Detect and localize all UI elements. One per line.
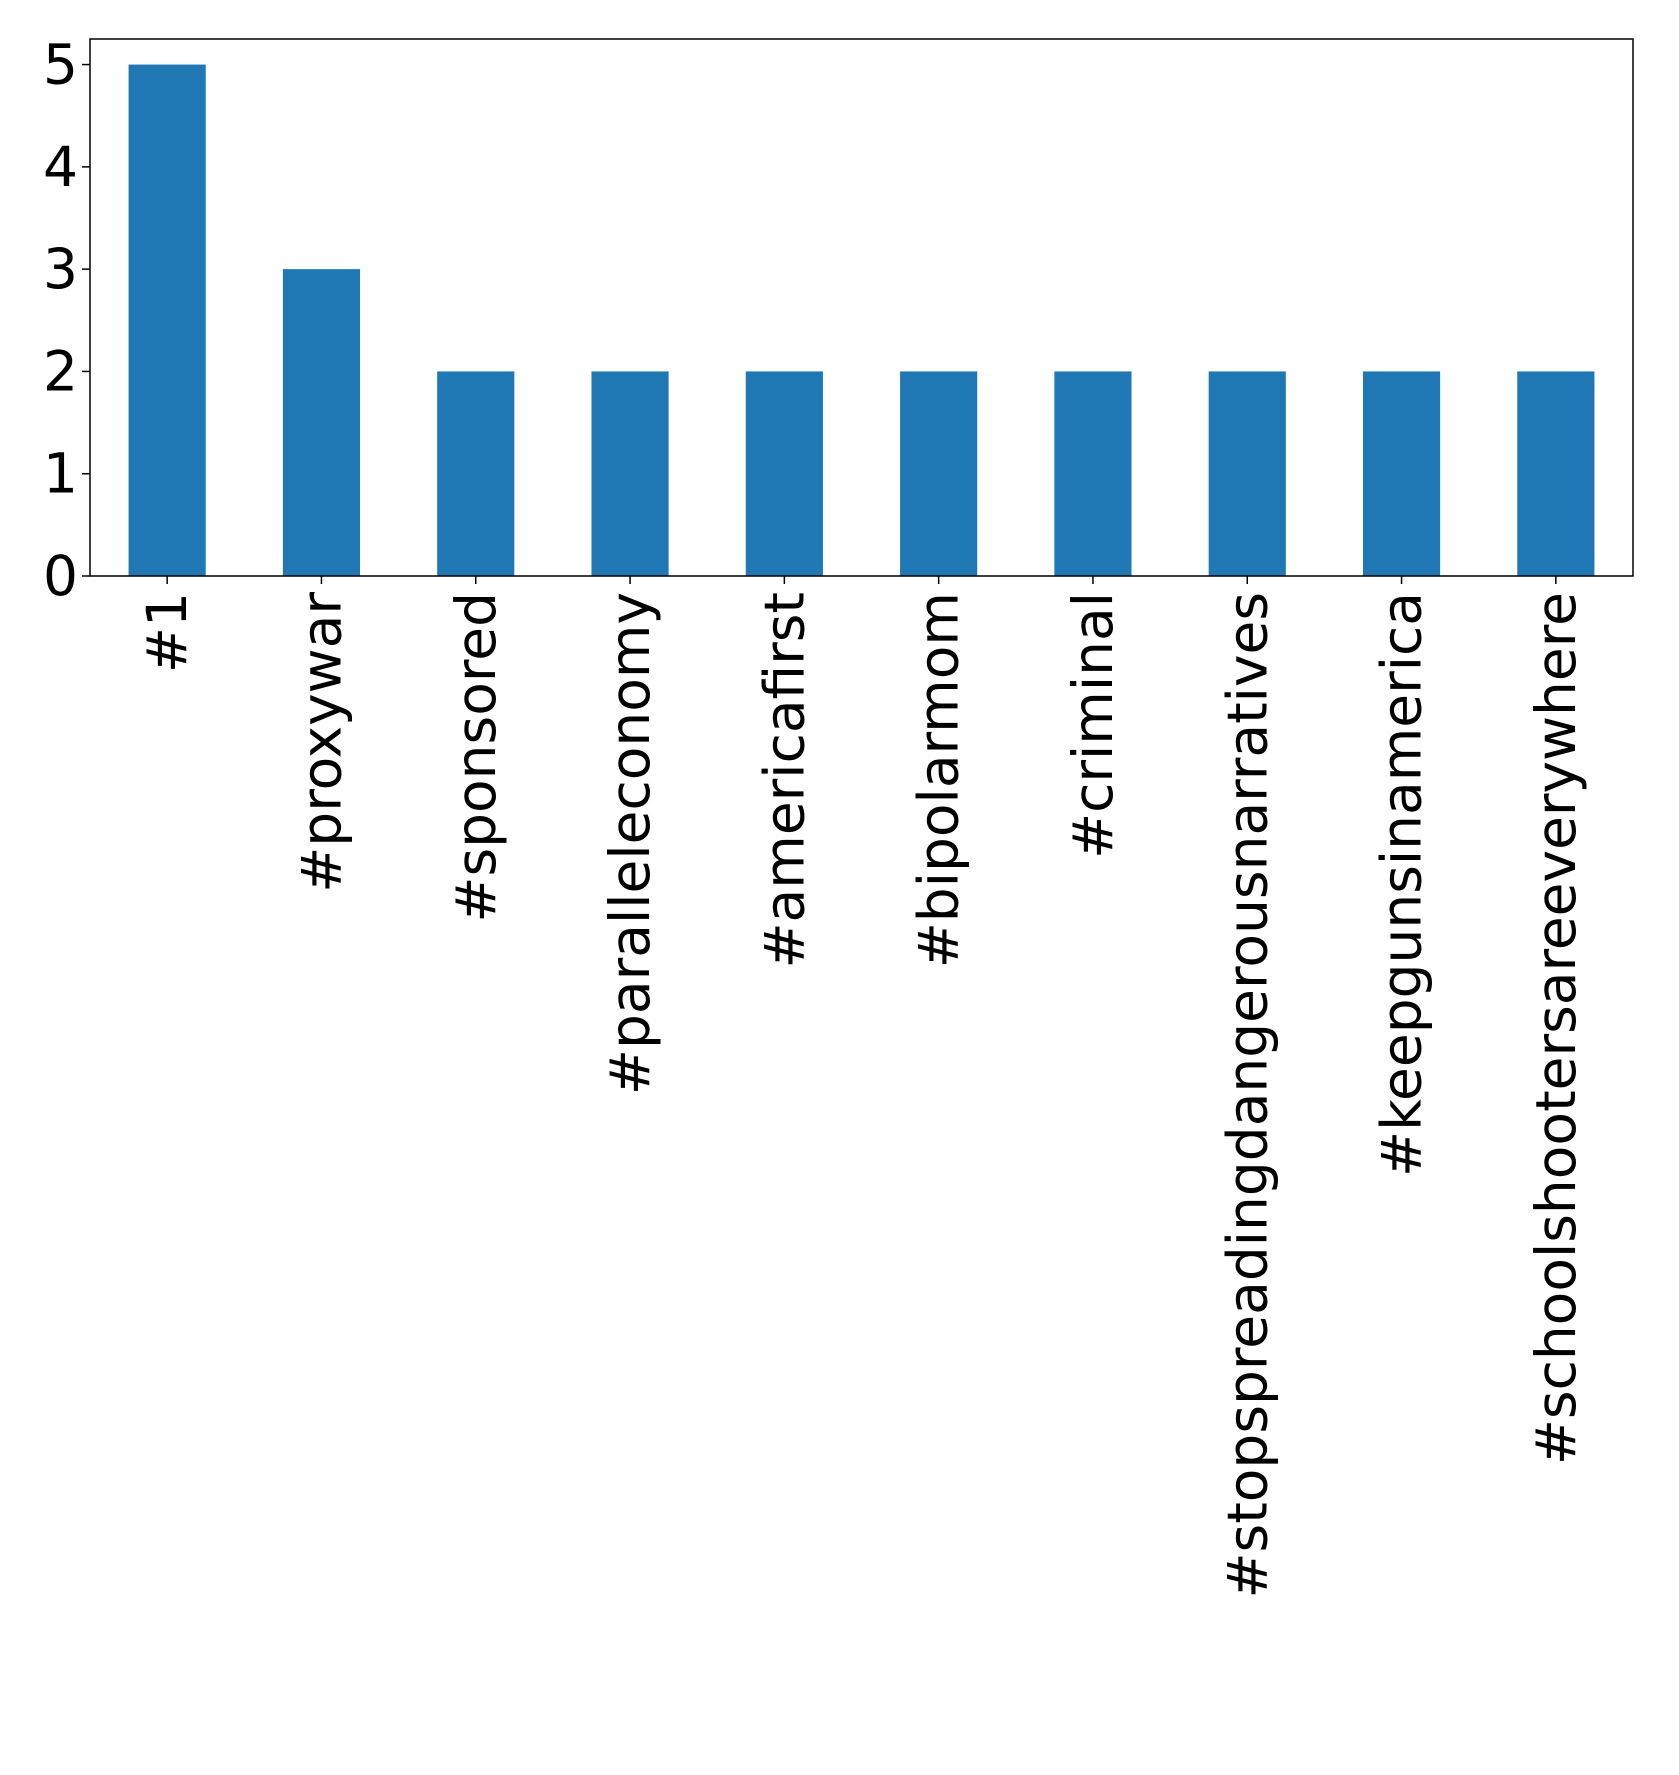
- x-tick-label: #americafirst: [752, 592, 816, 969]
- bar: [1517, 371, 1595, 576]
- bar: [1054, 371, 1132, 576]
- x-tick-label: #stopspreadingdangerousnarratives: [1215, 592, 1279, 1599]
- plot-frame: [89, 38, 1634, 577]
- bar: [437, 371, 515, 576]
- bar: [282, 269, 361, 576]
- x-tick-label: #bipolarmom: [907, 592, 971, 968]
- x-tick-label: #paralleleconomy: [598, 592, 662, 1095]
- x-tick-label: #sponsored: [444, 592, 508, 923]
- x-tick-label: #keepgunsinamerica: [1370, 592, 1434, 1177]
- bar: [745, 371, 823, 576]
- x-axis-ticks: #1 #proxywar #sponsored #paralleleconomy #am…: [135, 576, 1588, 1599]
- bars: [128, 64, 1595, 577]
- y-tick-label: 1: [43, 442, 78, 506]
- y-tick-label: 0: [43, 544, 78, 608]
- y-tick-label: 2: [43, 339, 78, 403]
- bar: [591, 371, 669, 576]
- y-tick-label: 3: [43, 237, 78, 301]
- bar: [1208, 371, 1286, 576]
- y-tick-label: 4: [43, 135, 78, 199]
- bar: [1362, 371, 1441, 576]
- x-tick-label: #schoolshootersareeverywhere: [1524, 592, 1588, 1465]
- bar: [900, 371, 978, 576]
- y-tick-label: 5: [43, 33, 78, 97]
- x-tick-label: #1: [135, 592, 199, 673]
- x-tick-label: #criminal: [1061, 592, 1125, 859]
- x-tick-label: #proxywar: [289, 592, 353, 893]
- y-axis-ticks: 0 1 2 3 4 5: [43, 33, 90, 608]
- bar: [128, 64, 206, 577]
